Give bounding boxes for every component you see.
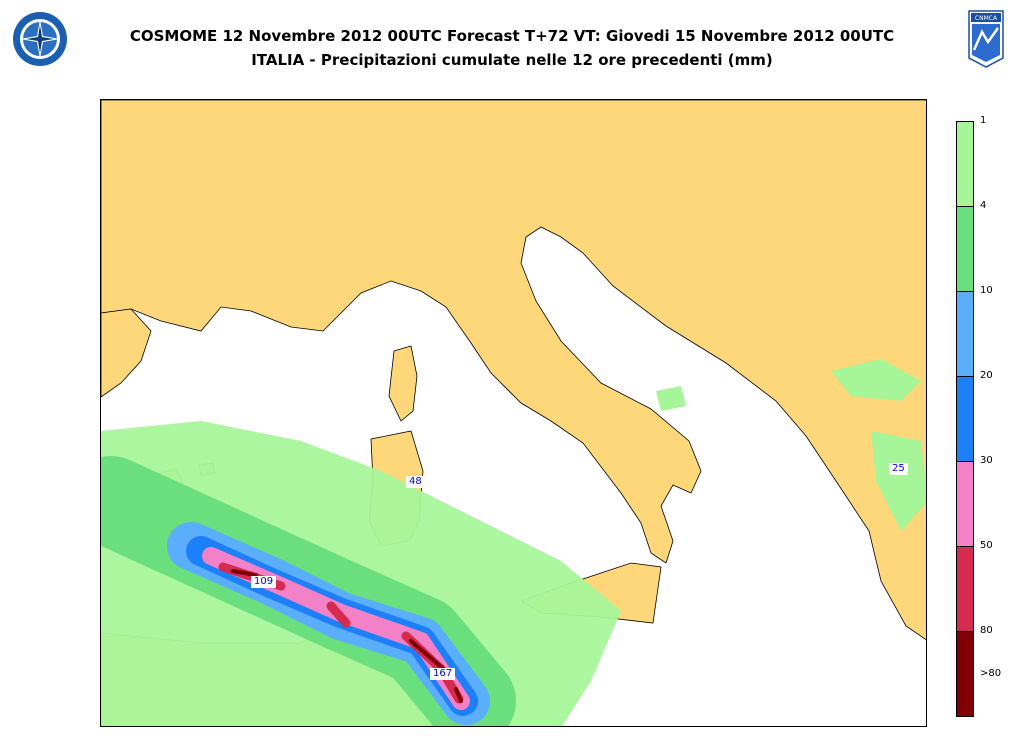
legend-label: 4 [980,200,987,211]
cnmca-logo-icon: CNMCA [968,10,1004,68]
precip-balkans [656,359,926,531]
map-canvas [101,100,926,726]
legend-swatch [956,206,974,292]
land-corsica [388,345,418,422]
legend-label: 20 [980,370,993,381]
land-europe-italy-balkans [101,100,926,641]
compass-logo-icon [13,12,67,66]
legend-swatch [956,291,974,377]
map-subtitle: ITALIA - Precipitazioni cumulate nelle 1… [251,51,773,69]
legend-swatch [956,546,974,632]
legend-label: >80 [980,667,1002,679]
precip-band-80 [231,569,463,703]
legend-label: 50 [980,540,993,551]
max-label: 109 [251,576,277,588]
legend-label: 1 [980,115,987,126]
precipitation-map: 48 109 167 25 [100,99,927,727]
legend-swatch [956,461,974,547]
land-spain [101,308,152,398]
legend-label: 30 [980,455,993,466]
legend-swatch [956,631,974,717]
max-label: 48 [406,476,425,488]
legend-swatch [956,376,974,462]
legend-label: 10 [980,285,993,296]
legend-swatch [956,121,974,207]
max-label: 167 [430,668,456,680]
svg-text:CNMCA: CNMCA [975,15,998,22]
max-label: 25 [889,463,908,475]
map-title: COSMOME 12 Novembre 2012 00UTC Forecast … [129,27,895,45]
legend-label: 80 [980,625,993,636]
